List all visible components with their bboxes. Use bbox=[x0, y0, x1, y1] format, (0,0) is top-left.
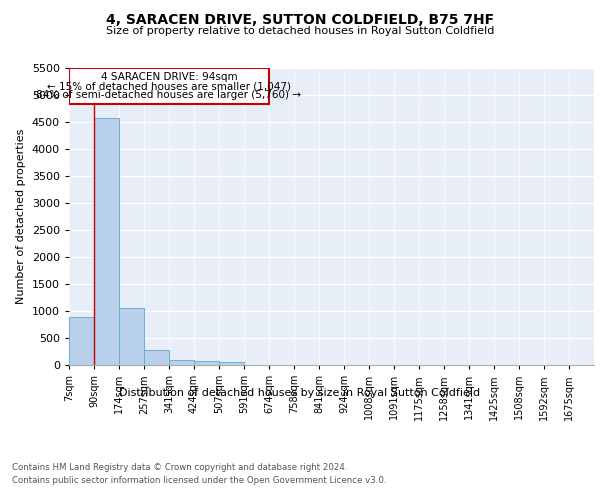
Text: ← 15% of detached houses are smaller (1,047): ← 15% of detached houses are smaller (1,… bbox=[47, 81, 291, 91]
Bar bbox=[144, 350, 169, 365]
Bar bbox=[119, 308, 144, 365]
Bar bbox=[69, 318, 94, 365]
Bar bbox=[194, 361, 219, 365]
Bar bbox=[94, 118, 119, 365]
Text: Contains public sector information licensed under the Open Government Licence v3: Contains public sector information licen… bbox=[12, 476, 386, 485]
Text: 4, SARACEN DRIVE, SUTTON COLDFIELD, B75 7HF: 4, SARACEN DRIVE, SUTTON COLDFIELD, B75 … bbox=[106, 12, 494, 26]
Y-axis label: Number of detached properties: Number of detached properties bbox=[16, 128, 26, 304]
Text: 4 SARACEN DRIVE: 94sqm: 4 SARACEN DRIVE: 94sqm bbox=[101, 72, 238, 82]
Text: 84% of semi-detached houses are larger (5,760) →: 84% of semi-detached houses are larger (… bbox=[37, 90, 301, 101]
Bar bbox=[219, 362, 244, 365]
Text: Size of property relative to detached houses in Royal Sutton Coldfield: Size of property relative to detached ho… bbox=[106, 26, 494, 36]
FancyBboxPatch shape bbox=[69, 68, 269, 104]
Bar bbox=[169, 360, 194, 365]
Text: Contains HM Land Registry data © Crown copyright and database right 2024.: Contains HM Land Registry data © Crown c… bbox=[12, 462, 347, 471]
Text: Distribution of detached houses by size in Royal Sutton Coldfield: Distribution of detached houses by size … bbox=[119, 388, 481, 398]
